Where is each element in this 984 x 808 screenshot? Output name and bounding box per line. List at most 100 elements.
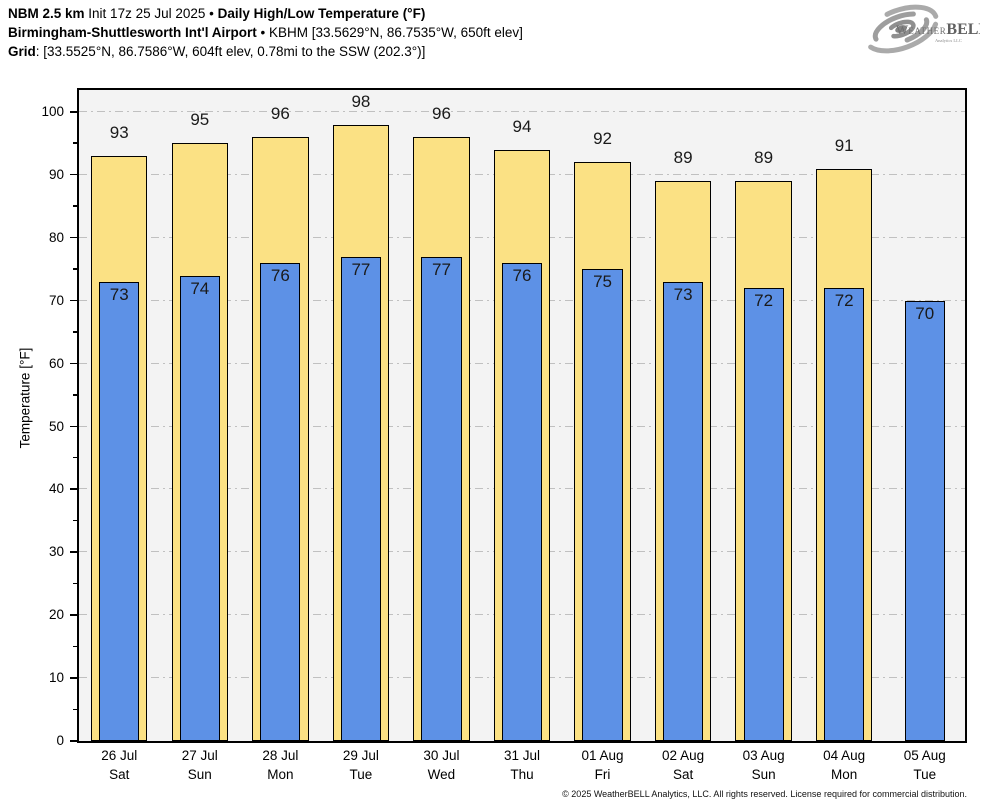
y-axis: 0 10 20 30 40 50 60 70 80 90 100	[0, 88, 77, 748]
y-minor-tick	[73, 456, 77, 459]
logo-subtitle: Analytics LLC	[935, 38, 962, 43]
x-tick-day: Thu	[510, 767, 534, 782]
y-tick-label: 90	[48, 166, 64, 182]
low-value-label: 76	[512, 265, 532, 285]
high-value-label: 95	[190, 110, 210, 130]
x-tick-label: 03 Aug Sun	[723, 746, 804, 784]
x-tick-date: 03 Aug	[742, 748, 785, 763]
grid-info: : [33.5525°N, 86.7586°W, 604ft elev, 0.7…	[35, 44, 426, 59]
low-bar	[904, 300, 945, 741]
high-value-label: 94	[512, 116, 532, 136]
high-value-label: 89	[754, 148, 774, 168]
chart-header: NBM 2.5 km Init 17z 25 Jul 2025 • Daily …	[8, 4, 523, 61]
x-tick-date: 29 Jul	[342, 748, 379, 763]
header-line-2: Birmingham-Shuttlesworth Int'l Airport •…	[8, 23, 523, 42]
x-tick-label: 02 Aug Sat	[643, 746, 724, 784]
hurricane-swirl-icon	[863, 4, 939, 54]
logo-weather-text: EATHER	[908, 26, 946, 36]
high-value-label: 98	[351, 91, 371, 111]
low-value-label: 70	[915, 303, 935, 323]
y-tick-label: 30	[48, 544, 64, 560]
low-value-label: 73	[109, 284, 129, 304]
y-major-tick	[70, 362, 77, 365]
logo-bell-text: BELL	[946, 21, 980, 38]
x-tick-day: Tue	[349, 767, 373, 782]
x-tick-day: Mon	[267, 767, 294, 782]
x-tick-label: 27 Jul Sun	[160, 746, 241, 784]
y-axis-title: Temperature [°F]	[17, 347, 33, 449]
y-major-tick	[70, 111, 77, 113]
y-major-tick	[70, 488, 77, 490]
low-value-label: 77	[431, 259, 451, 279]
x-tick-date: 30 Jul	[423, 748, 460, 763]
y-tick-label: 80	[48, 229, 64, 245]
y-minor-tick	[73, 205, 77, 207]
high-value-label: 89	[673, 148, 693, 168]
y-minor-tick	[73, 331, 77, 333]
x-tick-label: 28 Jul Mon	[240, 746, 321, 784]
x-tick-day: Sat	[672, 767, 694, 782]
x-tick-date: 05 Aug	[903, 748, 946, 763]
high-value-label: 92	[593, 129, 612, 149]
low-bar	[501, 262, 543, 741]
x-tick-day: Wed	[427, 767, 456, 782]
station-info: KBHM [33.5629°N, 86.7535°W, 650ft elev]	[268, 25, 523, 40]
x-tick-day: Fri	[594, 767, 611, 782]
low-value-label: 74	[190, 278, 210, 298]
y-minor-tick	[73, 268, 77, 270]
y-minor-tick	[73, 645, 77, 648]
low-bar	[340, 256, 382, 741]
y-tick-label: 60	[48, 355, 64, 371]
y-major-tick	[70, 677, 77, 679]
y-major-tick	[70, 236, 77, 239]
y-tick-label: 100	[41, 104, 64, 119]
y-gridline	[79, 111, 965, 113]
copyright-notice: © 2025 WeatherBELL Analytics, LLC. All r…	[562, 789, 967, 799]
low-bar	[179, 275, 220, 741]
low-bar	[421, 256, 462, 741]
x-tick-date: 28 Jul	[262, 748, 299, 763]
x-tick-label: 29 Jul Tue	[321, 746, 402, 784]
x-tick-date: 27 Jul	[181, 748, 218, 763]
x-tick-label: 26 Jul Sat	[79, 746, 160, 784]
low-value-label: 77	[351, 259, 371, 279]
low-bar	[662, 281, 704, 741]
x-tick-date: 31 Jul	[503, 748, 540, 763]
y-minor-tick	[73, 582, 77, 585]
x-tick-date: 26 Jul	[101, 748, 138, 763]
high-value-label: 96	[431, 104, 451, 124]
init-time: Init 17z 25 Jul 2025	[88, 6, 206, 21]
y-tick-label: 40	[48, 481, 64, 497]
svg-text:WEATHERBELL: WEATHERBELL	[896, 21, 980, 38]
high-value-label: 96	[270, 104, 290, 124]
low-bar	[260, 262, 301, 741]
high-value-label: 93	[109, 123, 129, 143]
low-bar	[743, 288, 784, 741]
low-bar	[582, 269, 623, 741]
product-title: Daily High/Low Temperature (°F)	[217, 6, 426, 21]
x-tick-label: 31 Jul Thu	[482, 746, 563, 784]
low-value-label: 76	[270, 265, 290, 285]
y-minor-tick	[73, 394, 77, 396]
y-major-tick	[70, 740, 77, 742]
bullet-separator: •	[209, 6, 214, 21]
y-major-tick	[70, 614, 77, 616]
plot-area: 93 73 95 74 96 76 98 77 96 77 94 76 92 75 89 73 89 72 91 72…	[77, 88, 967, 743]
x-tick-label: 01 Aug Fri	[562, 746, 643, 784]
logo-weather-initial: W	[896, 22, 909, 37]
header-line-3: Grid: [33.5525°N, 86.7586°W, 604ft elev,…	[8, 42, 523, 61]
low-value-label: 75	[593, 272, 612, 292]
high-value-label: 91	[834, 135, 854, 155]
low-value-label: 72	[834, 291, 854, 311]
y-major-tick	[70, 299, 77, 302]
y-minor-tick	[73, 142, 77, 144]
x-tick-date: 02 Aug	[662, 748, 705, 763]
x-tick-day: Sat	[109, 767, 130, 782]
y-major-tick	[70, 173, 77, 176]
y-tick-label: 70	[48, 292, 64, 308]
grid-label: Grid	[8, 44, 36, 59]
x-axis: 26 Jul Sat 27 Jul Sun 28 Jul Mon 29 Jul Tue 30 J…	[79, 746, 965, 788]
model-name: NBM 2.5 km	[8, 6, 85, 21]
station-name: Birmingham-Shuttlesworth Int'l Airport	[8, 25, 257, 40]
